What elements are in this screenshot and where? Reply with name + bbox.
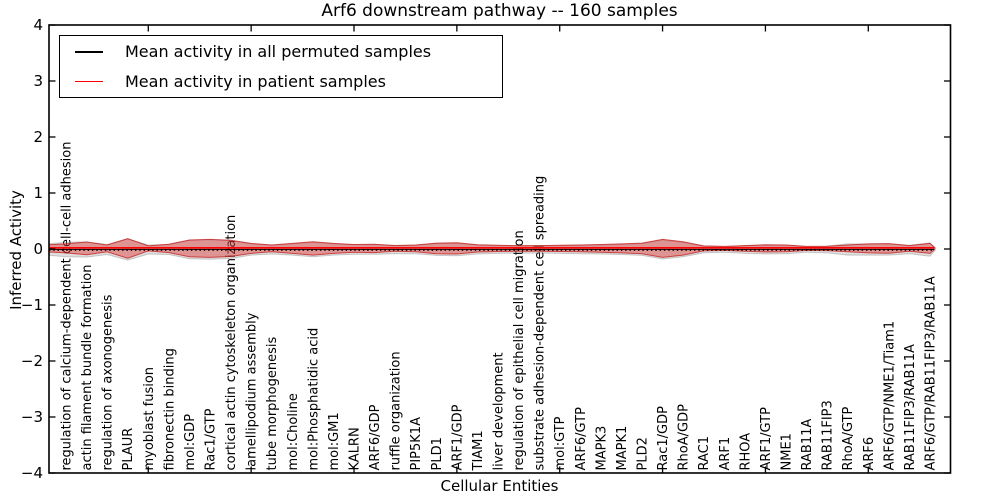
chart-title: Arf6 downstream pathway -- 160 samples [321,1,678,21]
y-tick-label: 2 [33,128,43,146]
x-tick-label: MAPK1 [615,426,630,471]
x-tick-label: PIP5K1A [409,417,424,471]
x-tick-label: substrate adhesion-dependent cell spread… [533,176,548,471]
x-tick-label: ARF1 [718,437,733,471]
x-tick-label: regulation of axonogenesis [101,294,116,470]
y-tick-label: −4 [21,464,43,482]
x-tick-label: PLD2 [636,437,651,470]
y-tick-label: −2 [21,352,43,370]
x-tick-label: regulation of calcium-dependent cell-cel… [60,142,75,471]
x-tick-label: RAB11A [800,419,815,471]
legend-label: Mean activity in patient samples [125,72,386,91]
x-tick-label: tube morphogenesis [265,337,280,471]
x-tick-label: ARF6/GTP/NME1/Tiam1 [882,321,897,471]
x-tick-label: cortical actin cytoskeleton organization [224,215,239,471]
y-tick-label: −1 [21,296,43,314]
x-tick-label: fibronectin binding [162,348,177,470]
x-tick-label: PLD1 [430,437,445,470]
legend-item-permuted: Mean activity in all permuted samples [60,38,502,65]
x-tick-label: ARF1/GDP [450,404,465,470]
x-tick-label: ruffle organization [389,351,404,470]
x-tick-label: KALRN [348,427,363,470]
y-tick-label: 3 [33,72,43,90]
x-tick-label: RAB11FIP3/RAB11A [903,344,918,471]
x-tick-label: myoblast fusion [142,367,157,471]
x-tick-label: RhoA/GDP [677,404,692,471]
y-tick-label: 1 [33,184,43,202]
y-tick-label: 0 [33,240,43,258]
x-axis-label: Cellular Entities [440,477,559,495]
x-tick-label: mol:GTP [553,416,568,470]
x-tick-label: ARF1/GTP [759,407,774,471]
x-tick-label: liver development [492,352,507,470]
x-tick-label: RHOA [738,433,753,471]
x-tick-label: Rac1/GTP [204,408,219,470]
patient-line-swatch [75,81,103,82]
x-tick-label: RAC1 [697,436,712,471]
x-tick-label: RhoA/GTP [841,406,856,470]
x-tick-label: ARF6/GTP/RAB11FIP3/RAB11A [924,276,939,470]
legend-label: Mean activity in all permuted samples [125,42,432,61]
x-tick-label: TIAM1 [471,430,486,471]
x-tick-label: MAPK3 [594,426,609,471]
permuted-line-swatch [75,50,103,53]
y-axis-label: Inferred Activity [7,190,25,310]
x-tick-label: mol:GM1 [327,412,342,470]
x-tick-label: Rac1/GDP [656,406,671,471]
x-tick-label: PLAUR [121,428,136,471]
x-tick-label: mol:Phosphatidic acid [306,328,321,471]
x-tick-label: mol:GDP [183,414,198,471]
legend-item-patient: Mean activity in patient samples [60,68,502,95]
x-tick-label: RAB11FIP3 [821,400,836,470]
y-tick-label: 4 [33,16,43,34]
x-tick-label: NME1 [780,433,795,470]
x-tick-label: ARF6/GDP [368,404,383,470]
x-tick-label: ARF6/GTP [574,407,589,471]
x-tick-label: ARF6 [862,437,877,471]
x-tick-label: regulation of epithelial cell migration [512,230,527,470]
y-tick-label: −3 [21,408,43,426]
x-tick-label: mol:Choline [286,393,301,470]
x-tick-label: actin filament bundle formation [80,265,95,471]
legend: Mean activity in all permuted samples Me… [59,35,503,98]
x-tick-label: lamellipodium assembly [245,312,260,470]
